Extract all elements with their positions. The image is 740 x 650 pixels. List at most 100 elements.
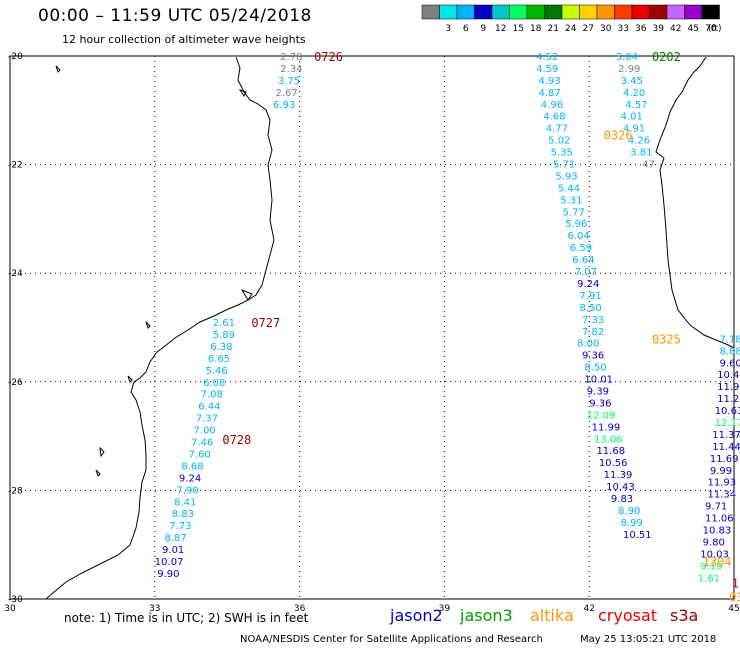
swh-value: 11.06: [705, 514, 734, 525]
scale-swatch: [544, 4, 563, 20]
swh-value: 11.39: [604, 470, 633, 481]
swh-value: 7.90: [177, 485, 199, 496]
scale-label: 9: [480, 24, 486, 34]
swh-value: 4.87: [539, 88, 561, 99]
island-4: [145, 321, 151, 329]
swh-value: 10.49: [717, 370, 740, 381]
swh-value: 4.57: [625, 100, 647, 111]
swh-value: 4.91: [623, 124, 645, 135]
swh-value: 5.89: [213, 330, 235, 341]
swh-value: 12.17: [715, 418, 740, 429]
scale-swatch: [649, 4, 668, 20]
island-1: [55, 65, 61, 73]
scale-label: 24: [565, 24, 577, 34]
swh-value: 9.60: [720, 358, 740, 369]
time-labels: 0726 0727 0728 0202 0326 0325 1304 03211: [222, 50, 740, 604]
lon-tick-label: 45: [728, 604, 739, 614]
swh-value: 8.50: [580, 303, 602, 314]
scale-swatch: [631, 4, 650, 20]
swh-value: 10.43: [606, 482, 635, 493]
swh-value: 3.81: [630, 148, 652, 159]
scale-swatch: [526, 4, 545, 20]
swh-value: 3.04: [616, 52, 638, 63]
scale-label: 27: [583, 24, 594, 34]
footnote: note: 1) Time is in UTC; 2) SWH is in fe…: [64, 611, 309, 625]
legend-jason3: jason3: [460, 606, 513, 625]
swh-value: 11.37: [712, 430, 740, 441]
swh-value: 11.44: [712, 442, 740, 453]
swh-value: 4.52: [536, 52, 558, 63]
generated-timestamp: May 25 13:05:21 UTC 2018: [580, 634, 717, 645]
swh-value: 10.01: [584, 375, 613, 386]
swh-value: 2.34: [280, 64, 302, 75]
island-2: [238, 89, 247, 97]
madagascar-coastline: [655, 56, 735, 349]
pass-time-label: 0202: [652, 50, 681, 64]
swh-value: 8.00: [577, 339, 599, 350]
swh-value: 6.38: [210, 342, 232, 353]
scale-swatch: [684, 4, 703, 20]
swh-value: 9.24: [179, 473, 201, 484]
swh-value: 6.93: [273, 100, 295, 111]
scale-swatch: [666, 4, 685, 20]
scale-label: 39: [653, 24, 665, 34]
map-border: [9, 55, 735, 600]
lat-tick-label: -20: [8, 52, 23, 62]
scale-label: 45: [688, 24, 699, 34]
scale-swatch: [596, 4, 615, 20]
coastline: [45, 56, 735, 600]
scale-label: 42: [670, 24, 681, 34]
scale-swatch: [614, 4, 633, 20]
swh-value: 2.78: [280, 52, 302, 63]
legend-s3a: s3a: [670, 606, 699, 625]
lon-tick-label: 33: [149, 604, 160, 614]
swh-value: 5.96: [565, 219, 587, 230]
scale-swatch: [561, 4, 580, 20]
swh-value: 47: [642, 160, 655, 171]
swh-value: 11.99: [592, 422, 621, 433]
swh-value: 10.63: [715, 406, 740, 417]
swh-value: 4.20: [623, 88, 645, 99]
lat-tick-label: -24: [8, 269, 23, 279]
pass-time-label: 0726: [314, 50, 343, 64]
swh-value: 7.91: [580, 291, 602, 302]
scale-swatch: [509, 4, 528, 20]
swh-value: 7.60: [189, 449, 211, 460]
swh-value: 8.90: [618, 506, 640, 517]
scale-swatch: [579, 4, 598, 20]
swh-value: 11.24: [717, 394, 740, 405]
swh-value: 6.04: [567, 231, 589, 242]
swh-value: 7.18: [720, 334, 740, 345]
scale-label: 12: [495, 24, 506, 34]
swh-value: 5.02: [548, 136, 570, 147]
swh-value: 7.73: [169, 521, 191, 532]
swh-value: 9.39: [587, 386, 609, 397]
pass-time-label: 0727: [251, 316, 280, 330]
swh-value: 8.88: [720, 346, 740, 357]
swh-value: 5.31: [560, 195, 582, 206]
scale-swatch: [439, 4, 458, 20]
scale-label: 70: [705, 24, 717, 34]
swh-value: 11.68: [596, 446, 625, 457]
swh-value: 12.09: [587, 410, 616, 421]
scale-swatch: [456, 4, 475, 20]
credit-line: NOAA/NESDIS Center for Satellite Applica…: [240, 634, 543, 645]
swh-value: 4.26: [628, 136, 650, 147]
lat-tick-label: -28: [8, 486, 23, 496]
swh-value: 10.07: [155, 557, 184, 568]
swh-value: 7.00: [193, 426, 215, 437]
swh-value: 4.77: [546, 124, 568, 135]
swh-value: 10.03: [700, 549, 729, 560]
swh-value: 4.96: [541, 100, 563, 111]
swh-value: 11.34: [707, 490, 736, 501]
swh-value: 4.01: [621, 112, 643, 123]
swh-value: 7.33: [582, 315, 604, 326]
swh-value: 8.83: [172, 509, 194, 520]
chart-title: 00:00 – 11:59 UTC 05/24/2018: [38, 6, 312, 26]
island-7: [95, 469, 101, 477]
chart-subtitle: 12 hour collection of altimeter wave hei…: [62, 33, 306, 46]
swh-value: 10.51: [623, 530, 652, 541]
scale-label: 36: [635, 24, 647, 34]
swh-value: 5.71: [553, 160, 575, 171]
